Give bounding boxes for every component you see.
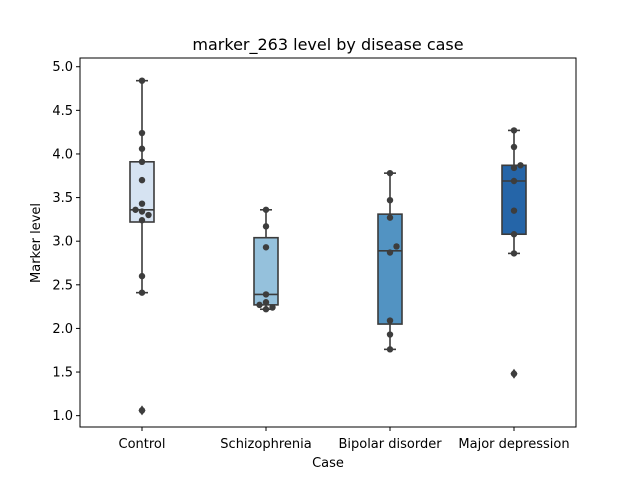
chart-title: marker_263 level by disease case [192,35,463,55]
data-point [510,164,518,172]
y-tick-label: 4.5 [52,104,73,119]
data-point [262,206,270,213]
data-point [138,176,146,184]
data-point [510,127,518,134]
data-point [510,143,518,151]
data-point [138,77,146,84]
data-point [386,169,394,177]
data-point [138,217,146,224]
data-point [269,304,276,311]
data-point [132,206,139,213]
data-point [510,207,518,214]
data-point [262,244,270,251]
data-point [517,162,524,169]
data-point [510,231,518,238]
data-point [510,250,518,257]
data-point [386,331,394,338]
y-tick-label: 2.0 [52,322,73,337]
y-tick-label: 1.5 [52,366,73,381]
box [377,213,403,325]
data-point [386,214,394,221]
data-point [138,289,146,296]
y-tick-label: 3.5 [52,191,73,206]
data-point [138,145,146,152]
data-point [510,370,518,377]
y-tick-label: 2.5 [52,278,73,293]
data-point [386,346,394,353]
y-axis-label: Marker level [29,203,44,283]
box [501,164,527,236]
data-point [386,249,394,256]
data-point [138,158,146,166]
data-point [138,407,146,414]
data-point [393,243,400,250]
plot-frame [79,57,577,428]
x-tick-label: Schizophrenia [220,437,311,452]
x-tick-label: Bipolar disorder [338,437,442,452]
x-axis: Control Schizophrenia Bipolar disorder Majo… [119,427,570,452]
data-point [256,301,263,309]
plot-area [129,77,527,416]
data-point [138,208,146,215]
data-point [138,272,146,280]
data-point [138,129,146,137]
y-tick-label: 3.0 [52,235,73,250]
data-point [262,223,270,230]
y-tick-label: 1.0 [52,409,73,424]
x-tick-label: Control [119,437,166,452]
data-point [145,211,152,219]
y-tick-label: 5.0 [52,60,73,75]
data-point [262,306,270,313]
x-tick-label: Major depression [458,437,569,452]
y-axis: 1.0 1.5 2.0 2.5 3.0 3.5 4.0 4.5 5.0 [52,60,80,424]
data-point [386,317,394,324]
x-axis-label: Case [312,456,344,471]
data-point [510,177,518,185]
data-point [262,299,270,306]
data-point [386,196,394,204]
y-tick-label: 4.0 [52,147,73,162]
data-point [262,291,270,298]
data-point [138,200,146,207]
